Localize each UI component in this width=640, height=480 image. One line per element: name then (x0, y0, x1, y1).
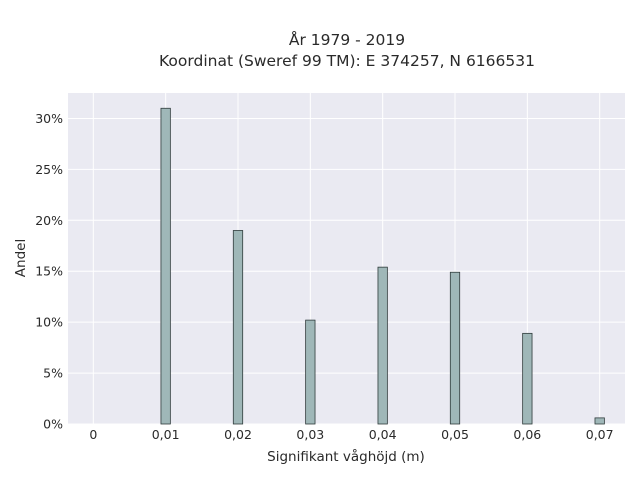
chart-title: År 1979 - 2019 (289, 30, 405, 49)
x-tick-label: 0,07 (586, 427, 614, 442)
x-tick-label: 0,01 (152, 427, 180, 442)
bar (160, 107, 171, 425)
plot-area (68, 93, 625, 424)
y-tick-label: 25% (35, 162, 63, 177)
y-tick-label: 30% (35, 111, 63, 126)
x-axis-label: Signifikant våghöjd (m) (267, 448, 425, 465)
x-tick-label: 0 (89, 427, 97, 442)
x-tick-label: 0,06 (513, 427, 541, 442)
bar (305, 319, 316, 425)
bar (522, 332, 533, 425)
y-axis-label: Andel (13, 239, 29, 277)
x-tick-label: 0,04 (369, 427, 397, 442)
bar (232, 230, 244, 425)
y-tick-label: 0% (43, 417, 63, 432)
bar (594, 417, 605, 425)
x-tick-label: 0,03 (296, 427, 324, 442)
x-tick-labels: 0 0,01 0,02 0,03 0,04 0,05 0,06 0,07 (89, 427, 613, 442)
x-tick-label: 0,05 (441, 427, 469, 442)
y-tick-label: 15% (35, 264, 63, 279)
bar-layer (160, 107, 605, 425)
x-tick-label: 0,02 (224, 427, 252, 442)
bar (449, 271, 461, 425)
y-tick-label: 10% (35, 315, 63, 330)
bar (377, 266, 388, 425)
y-tick-label: 20% (35, 213, 63, 228)
chart-subtitle: Koordinat (Sweref 99 TM): E 374257, N 61… (159, 52, 535, 70)
y-tick-labels: 0% 5% 10% 15% 20% 25% 30% (35, 111, 63, 432)
y-tick-label: 5% (43, 366, 63, 381)
